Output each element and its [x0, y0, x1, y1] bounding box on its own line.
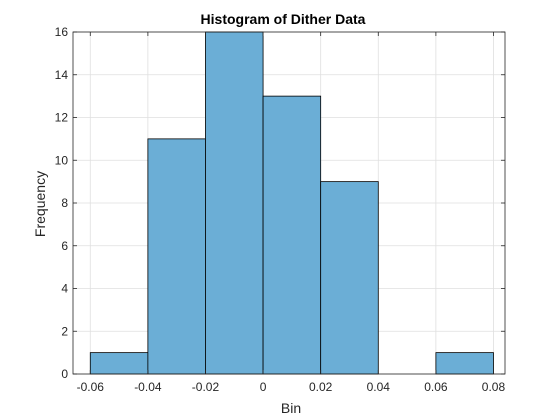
y-tick-label: 10	[55, 153, 69, 167]
x-tick-label: 0.08	[482, 380, 506, 394]
axis-layer: -0.06 -0.04 -0.02 0 0.02 0.04 0.06 0.08 0 2 4 6 8 10 1…	[55, 25, 506, 394]
y-axis-label: Frequency	[32, 171, 48, 237]
y-tick-label: 6	[61, 239, 68, 253]
y-tick-label: 4	[61, 282, 68, 296]
y-tick-label: 0	[61, 367, 68, 381]
x-tick-label: 0.02	[309, 380, 333, 394]
y-tick-label: 2	[61, 324, 68, 338]
y-tick-label: 12	[55, 111, 69, 125]
x-tick-label: 0	[260, 380, 267, 394]
histogram-bar	[205, 31, 264, 375]
histogram-bar	[262, 95, 322, 375]
y-tick-label: 8	[61, 196, 68, 210]
x-axis-label: Bin	[281, 400, 301, 416]
y-tick-label: 16	[55, 25, 69, 39]
y-tick-label: 14	[55, 68, 69, 82]
chart-title: Histogram of Dither Data	[201, 11, 366, 27]
histogram-bar	[320, 181, 379, 375]
histogram-bar	[89, 352, 149, 375]
x-tick-label: 0.06	[424, 380, 448, 394]
x-tick-label: 0.04	[367, 380, 391, 394]
x-tick-label: -0.04	[134, 380, 162, 394]
x-tick-label: -0.02	[192, 380, 220, 394]
bar-layer	[89, 31, 494, 375]
x-tick-label: -0.06	[77, 380, 105, 394]
histogram-bar	[147, 138, 206, 375]
histogram-bar	[435, 352, 494, 375]
